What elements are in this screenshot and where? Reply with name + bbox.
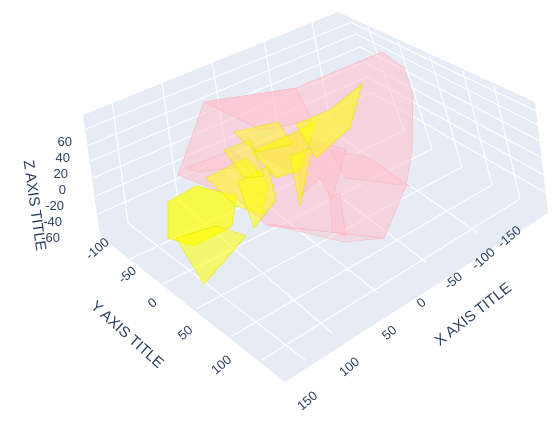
y-axis-tick-label: 0 [145, 294, 160, 310]
mesh-yellow-face [233, 121, 293, 153]
y-axis-tick-label: -50 [115, 263, 139, 287]
x-axis-tick-label: 0 [414, 294, 429, 310]
y-axis-tick-label: 50 [175, 322, 196, 343]
z-axis-tick-label: -40 [43, 214, 62, 229]
z-axis-tick-label: 0 [59, 182, 66, 197]
z-axis-tick-label: 40 [56, 150, 70, 165]
mesh-pink-face [329, 193, 347, 237]
mesh-pink-face [267, 223, 385, 243]
mesh-yellow-face [295, 83, 363, 159]
mesh-yellow-face [175, 225, 247, 285]
x-axis-tick-label: 100 [336, 354, 362, 379]
z-axis-tick-label: 60 [58, 134, 72, 149]
y-axis-tick-label: 100 [208, 352, 234, 377]
x-axis-title: X AXIS TITLE [432, 279, 515, 349]
mesh-yellow-face [289, 147, 313, 207]
x-axis-tick-label: 150 [294, 388, 320, 413]
z-axis-tick-label: -60 [41, 230, 60, 245]
x-axis-tick-label: 50 [379, 322, 400, 343]
z-axis-tick-label: 20 [54, 166, 68, 181]
mesh-yellow [167, 83, 363, 285]
floor-plane [100, 112, 548, 382]
z-axis-tick-label: -20 [45, 198, 64, 213]
mesh-yellow-face [223, 139, 265, 179]
mesh-yellow-face [237, 165, 277, 229]
